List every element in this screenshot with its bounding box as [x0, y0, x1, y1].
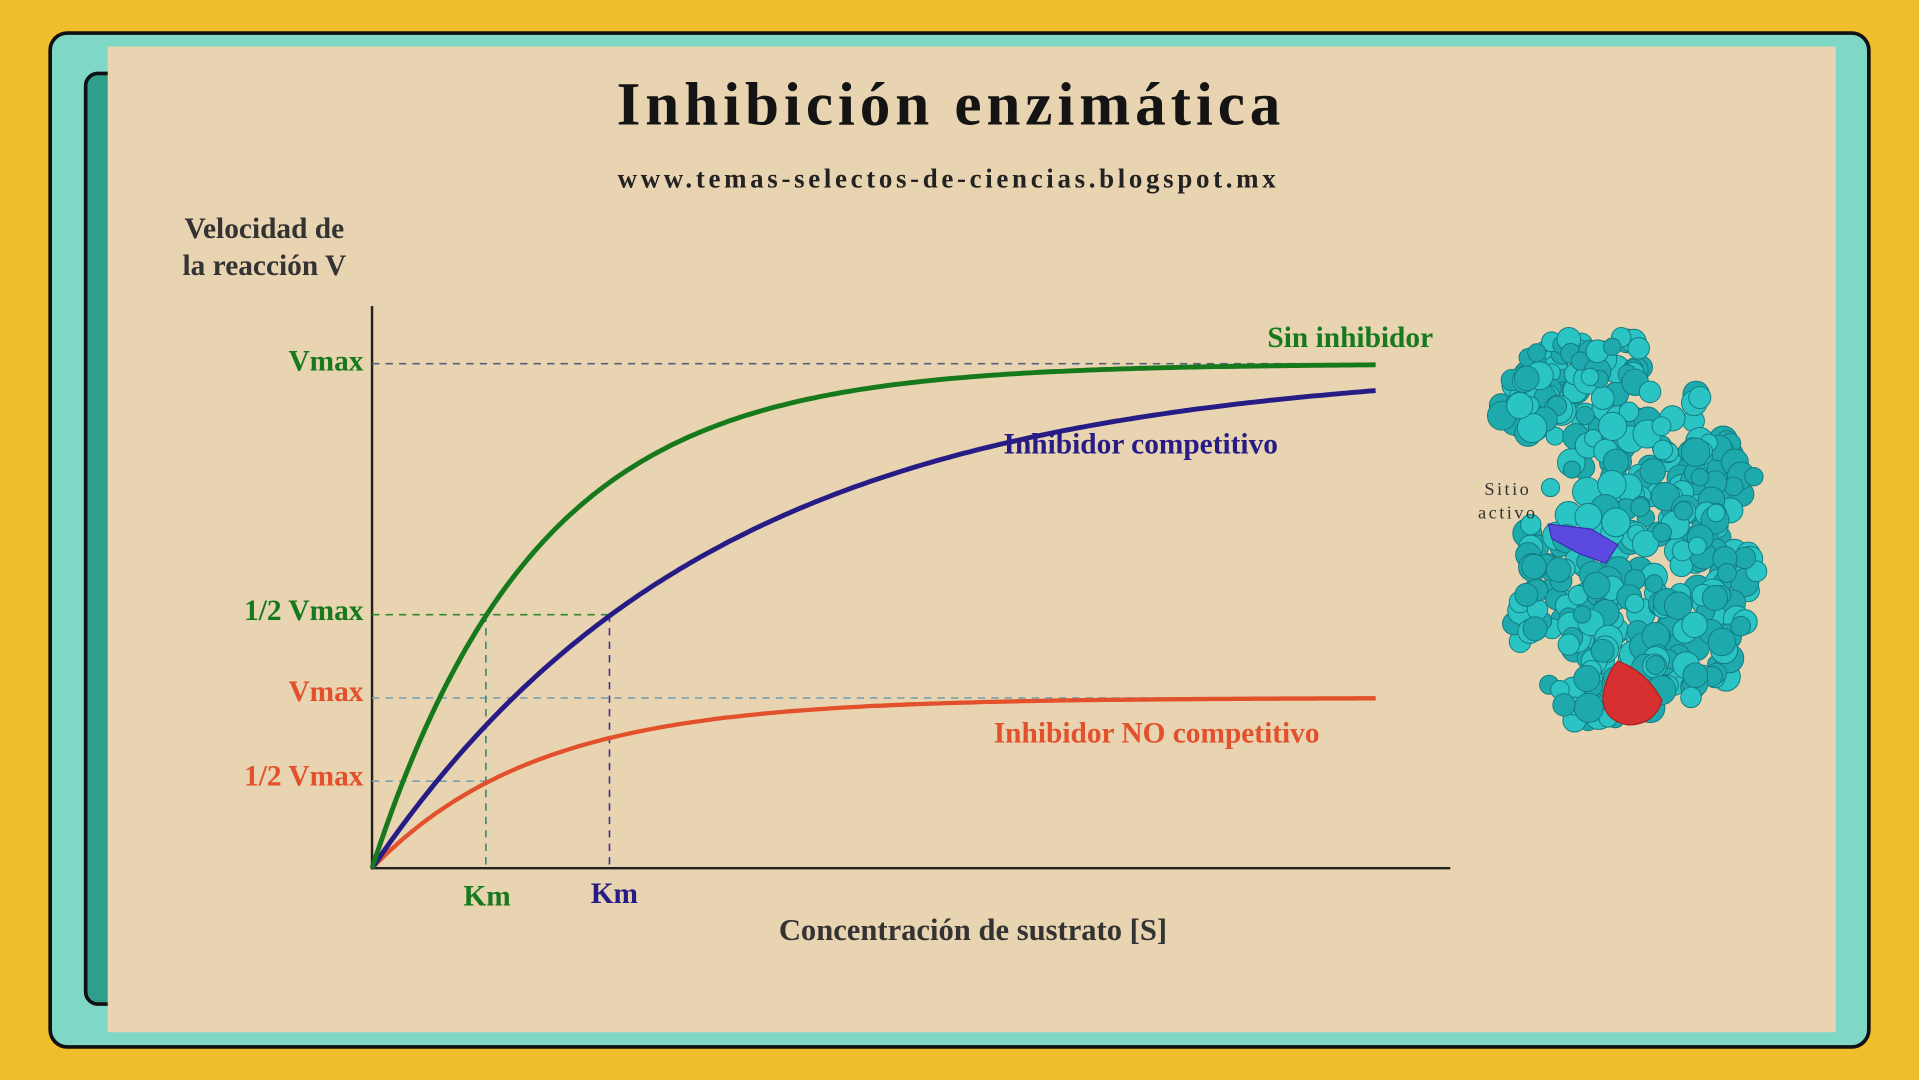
protein-atom: [1652, 439, 1674, 461]
protein-atom: [1687, 536, 1707, 556]
x-axis-label: Concentración de sustrato [S]: [779, 913, 1167, 947]
y-axis-label: la reacción V: [183, 250, 347, 282]
chart: [369, 306, 1451, 870]
protein-atom: [1630, 497, 1651, 518]
curve-label: Inhibidor competitivo: [1004, 429, 1278, 461]
protein-atom: [1582, 571, 1611, 600]
protein-atom: [1652, 522, 1672, 543]
curve-label: Sin inhibidor: [1267, 322, 1433, 354]
y-tick-label: Vmax: [288, 345, 363, 377]
protein-atom: [1624, 593, 1645, 614]
y-axis-label: Velocidad de: [185, 213, 345, 245]
protein-atom: [1540, 478, 1561, 498]
protein-atom: [1527, 343, 1547, 363]
protein-atom: [1590, 386, 1615, 410]
curve-label: Inhibidor NO competitivo: [994, 718, 1320, 750]
protein-label: Sitio: [1484, 479, 1531, 499]
protein-atom: [1562, 460, 1581, 479]
protein-atom: [1639, 458, 1667, 485]
protein-atom: [1597, 411, 1628, 441]
protein-atom: [1506, 391, 1534, 420]
protein-atom: [1744, 467, 1764, 487]
protein-atom: [1716, 563, 1737, 583]
protein-atom: [1681, 611, 1708, 639]
protein-atom: [1690, 468, 1710, 487]
protein-atom: [1521, 553, 1547, 580]
protein-atom: [1707, 627, 1737, 657]
protein-atom: [1520, 514, 1542, 536]
allosteric-inhibitor: [1602, 660, 1663, 726]
protein-atom: [1680, 686, 1702, 709]
protein-atom: [1682, 662, 1709, 689]
curve-competitive: [370, 388, 1376, 870]
protein-atom: [1673, 501, 1694, 521]
y-tick-label: 1/2 Vmax: [244, 595, 364, 627]
protein-atom: [1545, 557, 1572, 583]
protein-atom: [1618, 401, 1640, 423]
protein-atom: [1688, 386, 1712, 410]
protein-atom: [1651, 416, 1672, 437]
source-url: www.temas-selectos-de-ciencias.blogspot.…: [618, 163, 1280, 193]
protein-atom: [1638, 380, 1662, 404]
protein-atom: [1557, 633, 1580, 656]
protein-illustration: [1486, 326, 1768, 733]
y-tick-label: 1/2 Vmax: [244, 761, 364, 793]
protein-atom: [1663, 591, 1693, 620]
protein-atom: [1627, 336, 1650, 360]
protein-atom: [1730, 615, 1751, 637]
protein-atom: [1603, 337, 1622, 356]
protein-atom: [1513, 365, 1540, 392]
protein-atom: [1701, 584, 1729, 612]
protein-atom: [1552, 693, 1576, 717]
title: Inhibición enzimática: [617, 70, 1286, 138]
protein-atom: [1723, 476, 1744, 497]
protein-atom: [1631, 530, 1659, 558]
protein-atom: [1573, 665, 1601, 692]
protein-atom: [1590, 638, 1615, 663]
protein-atom: [1580, 367, 1600, 387]
x-tick-label: Km: [463, 881, 510, 913]
curve-noncompetitive: [370, 696, 1376, 870]
protein-atom: [1644, 574, 1664, 593]
protein-atom: [1573, 692, 1604, 723]
protein-atom: [1522, 616, 1548, 642]
protein-atom: [1574, 502, 1603, 531]
protein-atom: [1514, 582, 1539, 607]
x-tick-label: Km: [591, 878, 638, 910]
protein-atom: [1575, 405, 1595, 426]
active-site: [1547, 523, 1619, 565]
protein-atom: [1601, 507, 1631, 538]
y-tick-label: Vmax: [288, 676, 363, 708]
curve-no-inhibitor: [369, 362, 1376, 869]
protein-atom: [1573, 605, 1592, 624]
protein-atom: [1645, 655, 1666, 675]
protein-atom: [1680, 437, 1711, 467]
protein-atom: [1706, 503, 1726, 523]
protein-label: activo: [1478, 503, 1538, 523]
